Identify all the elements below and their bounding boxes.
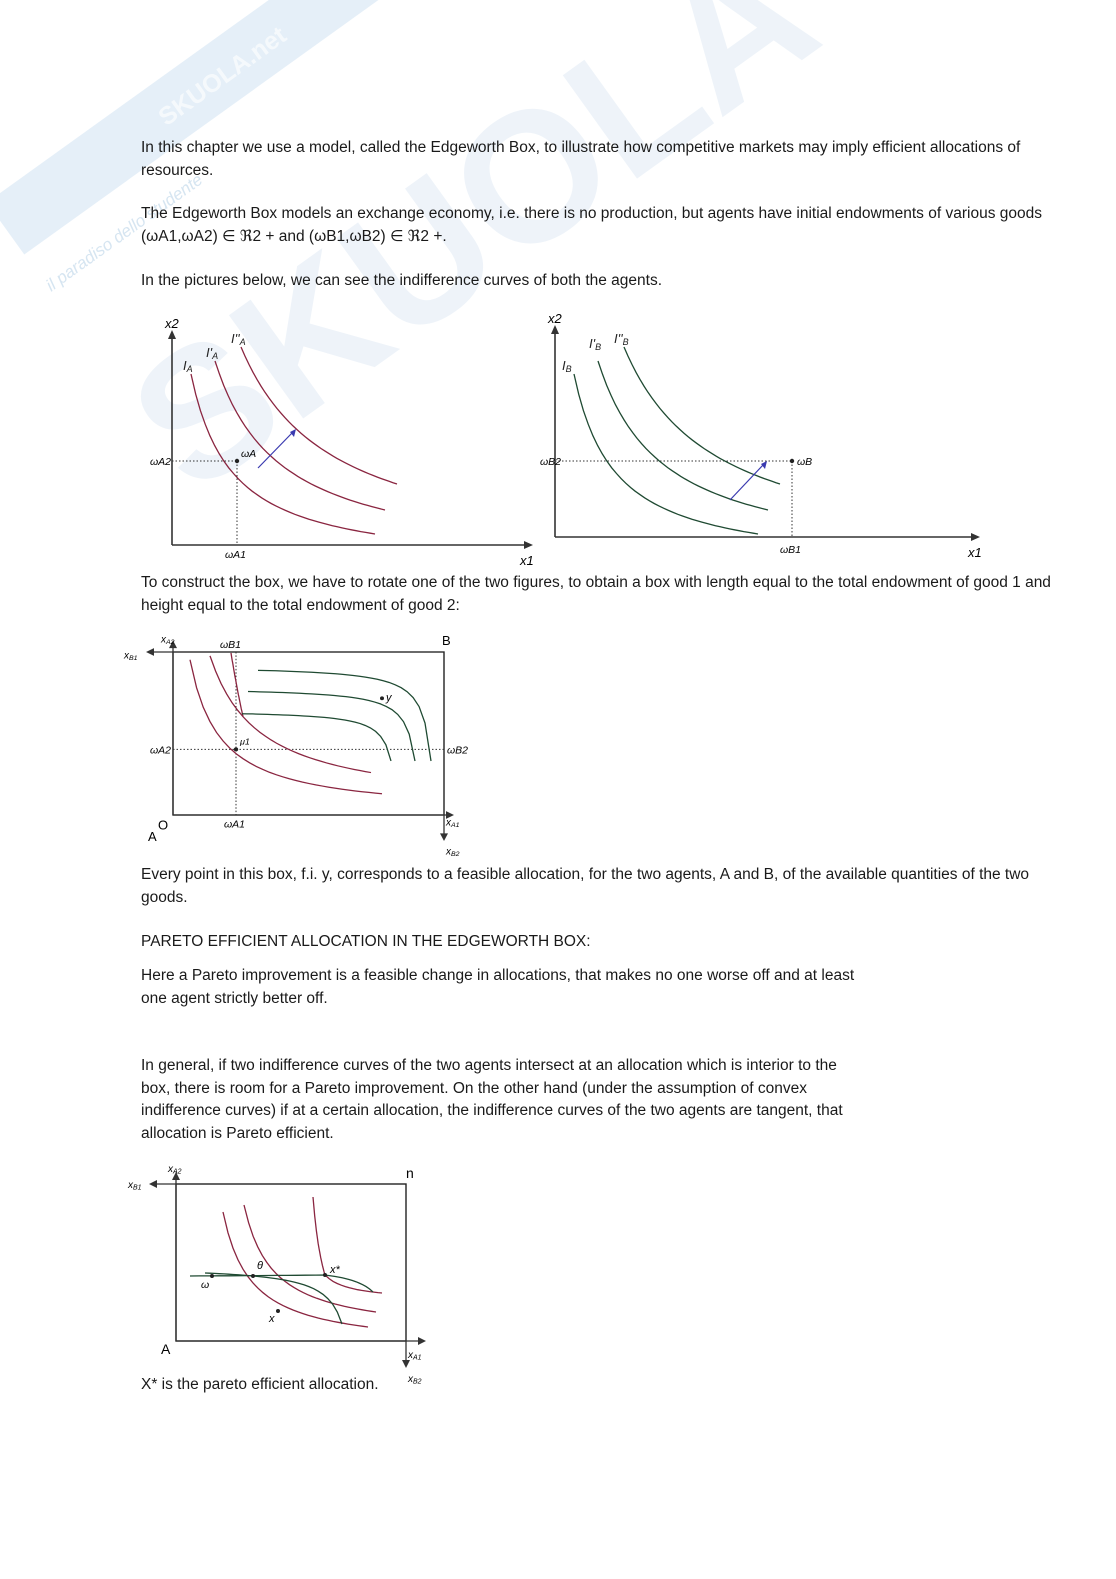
svg-text:xB2: xB2 bbox=[407, 1374, 422, 1386]
svg-text:A: A bbox=[161, 1341, 171, 1357]
svg-text:xA1: xA1 bbox=[407, 1350, 422, 1362]
svg-text:ω: ω bbox=[201, 1279, 209, 1291]
svg-text:θ: θ bbox=[257, 1260, 263, 1272]
svg-text:x: x bbox=[268, 1313, 275, 1325]
svg-text:n: n bbox=[406, 1165, 414, 1181]
svg-text:x*: x* bbox=[329, 1264, 341, 1276]
svg-text:xA2: xA2 bbox=[167, 1164, 182, 1176]
svg-text:xB1: xB1 bbox=[127, 1180, 142, 1192]
